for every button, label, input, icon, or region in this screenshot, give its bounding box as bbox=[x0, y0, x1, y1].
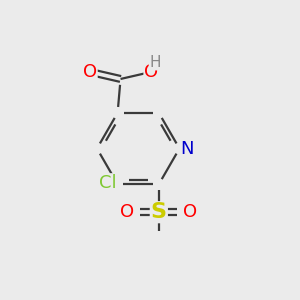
Text: H: H bbox=[149, 55, 161, 70]
Text: O: O bbox=[83, 64, 97, 82]
Text: S: S bbox=[151, 202, 167, 222]
Text: N: N bbox=[181, 140, 194, 158]
Text: Cl: Cl bbox=[99, 174, 117, 192]
Text: O: O bbox=[144, 64, 158, 82]
Text: O: O bbox=[120, 203, 134, 221]
Text: O: O bbox=[183, 203, 197, 221]
